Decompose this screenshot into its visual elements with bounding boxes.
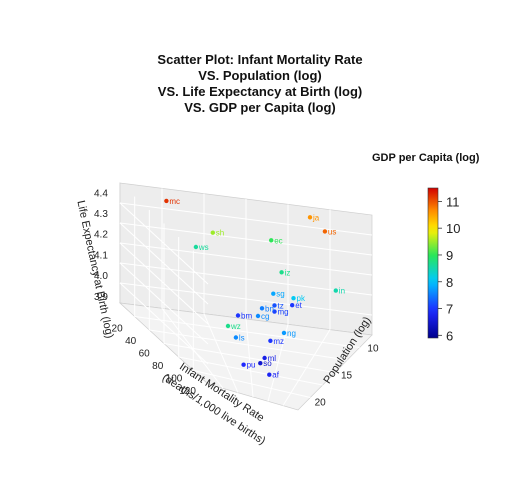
data-point (258, 361, 263, 366)
data-point (268, 338, 273, 343)
data-point-label: iz (285, 268, 291, 277)
data-point-label: ja (312, 213, 320, 222)
data-point-label: pu (247, 361, 256, 370)
data-point (233, 335, 239, 340)
data-point-label: ng (287, 329, 296, 338)
data-point-label: so (263, 359, 272, 368)
x-tick-label: 120 (179, 386, 196, 397)
data-point-label: pk (297, 294, 306, 303)
data-point-label: ls (239, 334, 245, 343)
data-point-label: et (295, 301, 302, 310)
chart-title-line-2: VS. Population (log) (198, 68, 322, 83)
x-tick-label: 80 (152, 361, 164, 372)
chart-title-line-1: Scatter Plot: Infant Mortality Rate (157, 52, 363, 67)
z-axis-label: Life Expectancy at Birth (log) (74, 199, 115, 339)
z-tick-label: 4.1 (94, 250, 108, 261)
z-tick-label: 4.4 (94, 188, 108, 199)
data-point-label: mz (273, 337, 284, 346)
floor-grid-line (282, 329, 331, 406)
data-point (333, 288, 338, 293)
data-point (241, 362, 246, 367)
data-point (210, 230, 215, 235)
y-tick-label: 15 (341, 371, 353, 382)
data-point-label: mg (278, 308, 289, 317)
z-tick-label: 4.2 (94, 230, 108, 241)
data-point (225, 323, 231, 329)
y-tick-label: 20 (315, 397, 327, 408)
y-tick-label: 10 (367, 344, 379, 355)
z-tick-label: 4.0 (94, 271, 108, 282)
colorbar-tick-label: 11 (446, 194, 460, 209)
colorbar-tick-label: 8 (446, 275, 453, 290)
data-point (269, 238, 274, 243)
data-point-label: ec (274, 236, 282, 245)
data-point (291, 296, 296, 301)
data-point (272, 309, 277, 314)
data-point (281, 330, 287, 336)
data-point-label: cg (261, 312, 269, 321)
data-point (235, 313, 241, 318)
data-point (255, 313, 261, 319)
colorbar-tick-label: 9 (446, 248, 453, 263)
x-tick-label: 40 (125, 336, 137, 347)
z-tick-label: 4.3 (94, 209, 108, 220)
data-point (164, 198, 169, 204)
data-point-label: af (272, 371, 279, 380)
colorbar-title: GDP per Capita (log) (372, 152, 480, 164)
x-tick-label: 20 (112, 323, 124, 334)
data-point (262, 355, 267, 361)
data-point-label: wz (230, 322, 241, 331)
data-point-label: sh (216, 229, 224, 238)
data-point-label: ws (198, 243, 209, 252)
data-point (271, 291, 276, 296)
data-point (290, 303, 295, 308)
data-point (272, 303, 277, 308)
data-point (279, 270, 284, 275)
data-point-label: in (339, 287, 345, 296)
data-point-label: sg (276, 290, 284, 299)
chart-title-line-3: VS. Life Expectancy at Birth (log) (157, 84, 363, 99)
data-point-label: tz (278, 301, 284, 310)
data-point (267, 372, 272, 377)
data-point-label: bm (241, 312, 252, 321)
colorbar-tick-label: 10 (446, 221, 460, 236)
colorbar-tick-label: 7 (446, 302, 453, 317)
x-tick-label: 100 (166, 373, 183, 384)
chart-title-line-4: VS. GDP per Capita (log) (184, 100, 336, 115)
data-point-label: mc (169, 197, 180, 206)
data-point-label: ml (268, 354, 277, 363)
data-point (307, 215, 313, 220)
z-tick-label: 3.9 (94, 292, 108, 303)
data-point-label: us (328, 227, 336, 236)
colorbar (427, 187, 439, 339)
data-point (259, 306, 265, 311)
data-point-label: bn (265, 304, 274, 313)
data-point (193, 244, 199, 250)
x-tick-label: 60 (139, 348, 151, 359)
data-point (322, 229, 328, 234)
colorbar-tick-label: 6 (446, 328, 453, 343)
